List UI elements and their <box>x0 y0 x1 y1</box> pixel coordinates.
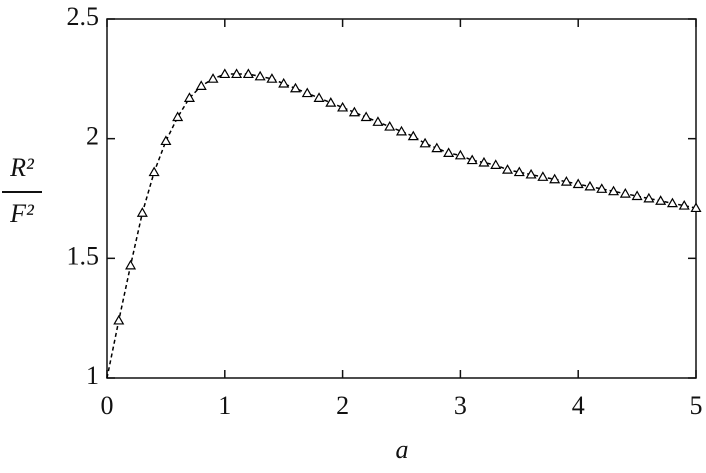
triangle-marker <box>678 199 690 210</box>
triangle-marker <box>183 92 195 102</box>
triangle-marker <box>572 178 584 189</box>
triangle-marker <box>172 111 184 122</box>
triangle-marker <box>231 68 243 79</box>
triangle-marker <box>289 82 302 93</box>
triangle-marker <box>608 185 620 196</box>
y-axis-label-numerator: R² <box>9 153 35 182</box>
triangle-marker <box>148 166 160 177</box>
triangle-marker <box>525 168 537 179</box>
triangle-marker <box>125 259 137 270</box>
plot-frame <box>106 18 697 379</box>
triangle-marker <box>466 154 478 165</box>
triangle-marker <box>219 68 231 79</box>
triangle-marker <box>443 147 455 158</box>
triangle-marker <box>372 116 384 126</box>
x-tick-label: 1 <box>218 391 231 420</box>
triangle-marker <box>278 77 290 88</box>
triangle-marker <box>490 159 502 169</box>
triangle-marker <box>631 190 643 201</box>
triangle-marker <box>337 101 349 112</box>
x-tick-label: 0 <box>101 391 114 420</box>
triangle-marker <box>301 87 313 98</box>
y-tick-label: 1 <box>86 361 99 390</box>
triangle-marker <box>560 176 572 186</box>
triangle-marker <box>419 137 431 148</box>
triangle-marker <box>266 73 278 83</box>
x-axis-label: a <box>396 435 409 464</box>
triangle-marker <box>431 142 443 153</box>
y-tick-label: 2.5 <box>67 2 100 31</box>
triangle-marker <box>113 314 125 325</box>
y-axis-label-denominator: F² <box>9 199 35 228</box>
triangle-marker <box>478 156 490 167</box>
triangle-marker <box>454 149 466 160</box>
dashed-line <box>106 73 697 379</box>
triangle-marker <box>549 173 561 184</box>
triangle-marker <box>407 130 419 141</box>
x-tick-label: 3 <box>454 391 467 420</box>
triangle-marker <box>643 192 655 203</box>
triangle-marker <box>395 125 408 136</box>
triangle-marker <box>313 92 325 102</box>
y-tick-label: 1.5 <box>67 241 100 270</box>
triangle-marker <box>690 202 702 213</box>
triangle-marker <box>348 106 360 117</box>
x-tick-label: 4 <box>572 391 585 420</box>
triangle-marker <box>666 197 678 208</box>
triangle-marker <box>501 164 514 174</box>
triangle-marker <box>160 135 172 146</box>
triangle-marker <box>619 188 631 198</box>
x-tick-label: 5 <box>690 391 703 420</box>
triangle-marker <box>384 120 396 131</box>
triangle-marker <box>584 180 596 191</box>
triangle-marker <box>537 171 549 181</box>
triangle-marker <box>207 73 219 83</box>
triangle-marker <box>195 80 207 90</box>
triangle-marker <box>136 207 148 217</box>
triangle-marker <box>254 70 266 81</box>
triangle-marker <box>513 166 525 177</box>
y-tick-label: 2 <box>86 122 99 151</box>
x-tick-label: 2 <box>336 391 349 420</box>
triangle-marker <box>242 68 254 79</box>
triangle-marker <box>325 97 337 107</box>
triangle-marker <box>360 111 372 122</box>
triangle-marker <box>655 195 667 205</box>
triangle-marker <box>596 183 608 193</box>
